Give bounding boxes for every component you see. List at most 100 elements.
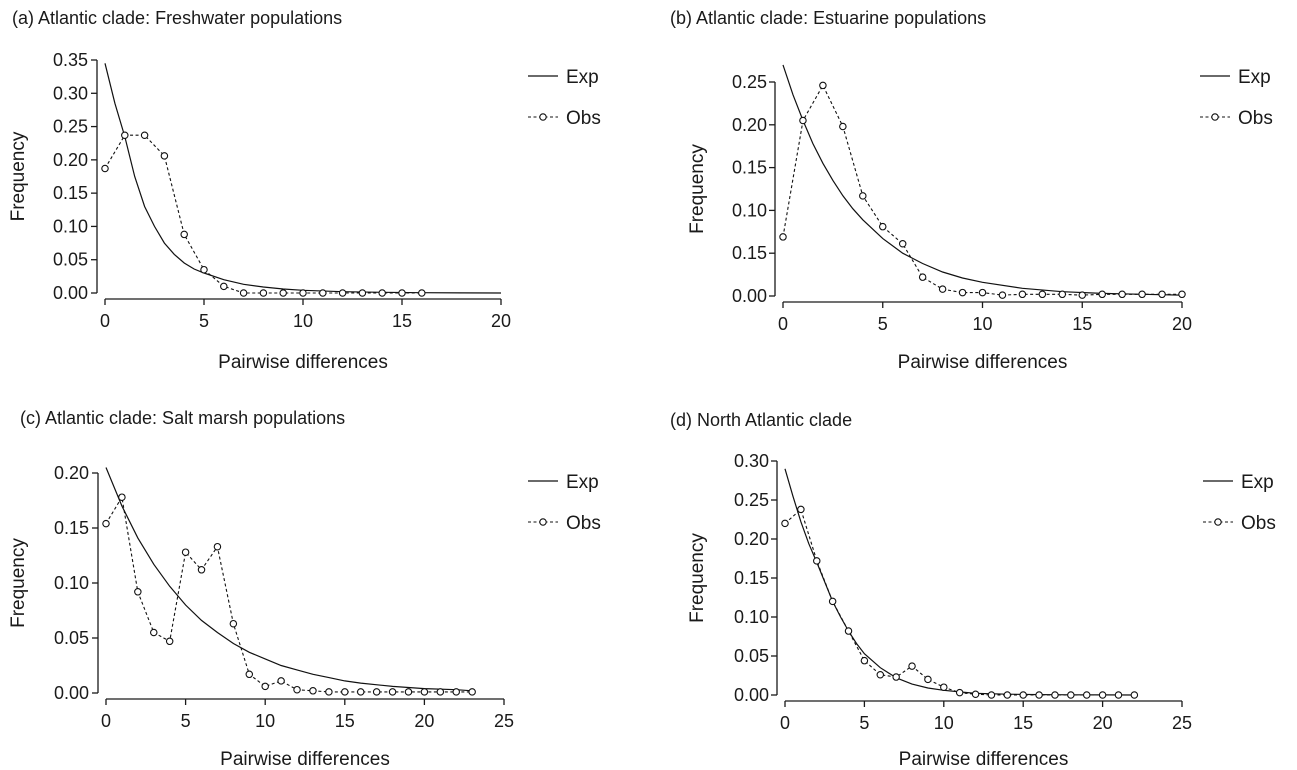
- obs-point: [180, 230, 188, 239]
- obs-point: [892, 673, 900, 681]
- obs-point: [958, 288, 967, 297]
- obs-point: [859, 192, 867, 200]
- legend: Exp Obs: [1200, 67, 1273, 129]
- y-tick-label: 0.10: [734, 607, 769, 627]
- obs-point: [839, 122, 847, 131]
- series-line-obs: [105, 495, 473, 693]
- chart-panel-a: (a) Atlantic clade: Freshwater populatio…: [8, 8, 601, 373]
- x-axis-label: Pairwise differences: [218, 352, 388, 373]
- x-tick-label: 0: [101, 711, 111, 731]
- obs-point: [134, 588, 142, 596]
- obs-point: [1098, 691, 1107, 699]
- obs-point: [102, 519, 110, 528]
- legend-label: Obs: [1241, 513, 1276, 534]
- obs-point: [165, 637, 174, 646]
- obs-point: [319, 289, 327, 297]
- x-tick-label: 0: [100, 311, 110, 331]
- chart-panel-b: (b) Atlantic clade: Estuarine population…: [670, 8, 1273, 373]
- obs-point: [819, 81, 827, 90]
- x-tick-label: 20: [414, 711, 434, 731]
- obs-point: [118, 493, 126, 501]
- x-tick-label: 25: [494, 711, 514, 731]
- legend-label: Obs: [566, 108, 601, 129]
- x-tick-label: 5: [199, 311, 209, 331]
- obs-point: [356, 688, 365, 696]
- obs-point: [860, 656, 869, 665]
- obs-point: [987, 691, 996, 699]
- obs-point: [1019, 691, 1027, 699]
- y-tick-label: 0.15: [53, 183, 88, 203]
- y-tick-label: 0.10: [732, 200, 767, 220]
- panel-title: (b) Atlantic clade: Estuarine population…: [670, 8, 986, 28]
- x-axis-label: Pairwise differences: [899, 749, 1069, 770]
- y-axis-label: Frequency: [687, 533, 708, 623]
- obs-point: [229, 619, 238, 628]
- x-tick-label: 15: [1013, 713, 1033, 733]
- obs-point: [1078, 291, 1087, 299]
- obs-point: [220, 282, 228, 291]
- obs-point: [876, 670, 885, 679]
- obs-point: [908, 662, 916, 670]
- obs-point: [418, 289, 426, 297]
- obs-point: [378, 289, 386, 297]
- obs-point: [140, 131, 149, 139]
- obs-point: [452, 688, 460, 696]
- y-tick-label: 0.25: [734, 490, 769, 510]
- legend-marker-obs: [1211, 113, 1219, 121]
- y-tick-label: 0.10: [54, 573, 89, 593]
- obs-point: [420, 688, 429, 696]
- obs-point: [181, 548, 190, 556]
- series-line-exp: [784, 468, 1135, 696]
- legend-label: Obs: [566, 513, 601, 534]
- obs-point: [245, 670, 254, 679]
- obs-point: [1118, 290, 1126, 299]
- obs-point: [1098, 290, 1106, 299]
- obs-point: [436, 688, 445, 696]
- legend: Exp Obs: [528, 472, 601, 534]
- legend-marker-obs: [539, 518, 547, 526]
- obs-point: [404, 688, 413, 696]
- obs-point: [1114, 691, 1123, 699]
- y-tick-label: 0.25: [53, 117, 88, 137]
- obs-point: [358, 289, 367, 297]
- obs-point: [293, 685, 301, 694]
- x-tick-label: 0: [778, 314, 788, 334]
- y-tick-label: 0.00: [732, 286, 767, 306]
- x-axis-label: Pairwise differences: [898, 352, 1068, 373]
- obs-point: [813, 557, 821, 565]
- panel-title: (d) North Atlantic clade: [670, 410, 852, 430]
- series-line-obs: [784, 508, 1135, 696]
- obs-point: [1138, 290, 1146, 299]
- y-tick-label: 0.15: [54, 518, 89, 538]
- obs-point: [1082, 691, 1091, 699]
- y-tick-label: 0.15: [734, 568, 769, 588]
- obs-point: [239, 289, 248, 297]
- y-tick-label: 0.05: [54, 628, 89, 648]
- legend: Exp Obs: [528, 67, 601, 129]
- obs-point: [121, 131, 129, 139]
- x-tick-label: 0: [780, 713, 790, 733]
- x-tick-label: 15: [392, 311, 412, 331]
- y-tick-label: 0.15: [732, 158, 767, 178]
- chart-panel-d: (d) North Atlantic clade 0.00 0.05 0.10 0.15…: [670, 410, 1276, 770]
- obs-point: [1178, 290, 1186, 299]
- obs-point: [978, 288, 987, 297]
- chart-panel-c: (c) Atlantic clade: Salt marsh populatio…: [8, 408, 601, 770]
- obs-point: [150, 628, 158, 637]
- obs-point: [200, 265, 208, 274]
- y-tick-label: 0.00: [734, 685, 769, 705]
- y-tick-label: 0.20: [53, 150, 88, 170]
- series-line-obs: [104, 134, 422, 294]
- legend-marker-obs: [1214, 518, 1222, 526]
- obs-point: [918, 273, 927, 281]
- x-tick-label: 25: [1172, 713, 1192, 733]
- y-tick-label: 0.25: [732, 72, 767, 92]
- legend-label: Exp: [1238, 67, 1271, 88]
- x-tick-label: 20: [491, 311, 511, 331]
- obs-point: [213, 542, 222, 551]
- x-tick-label: 20: [1172, 314, 1192, 334]
- y-tick-label: 0.30: [734, 451, 769, 471]
- x-tick-label: 5: [859, 713, 869, 733]
- obs-point: [398, 289, 406, 297]
